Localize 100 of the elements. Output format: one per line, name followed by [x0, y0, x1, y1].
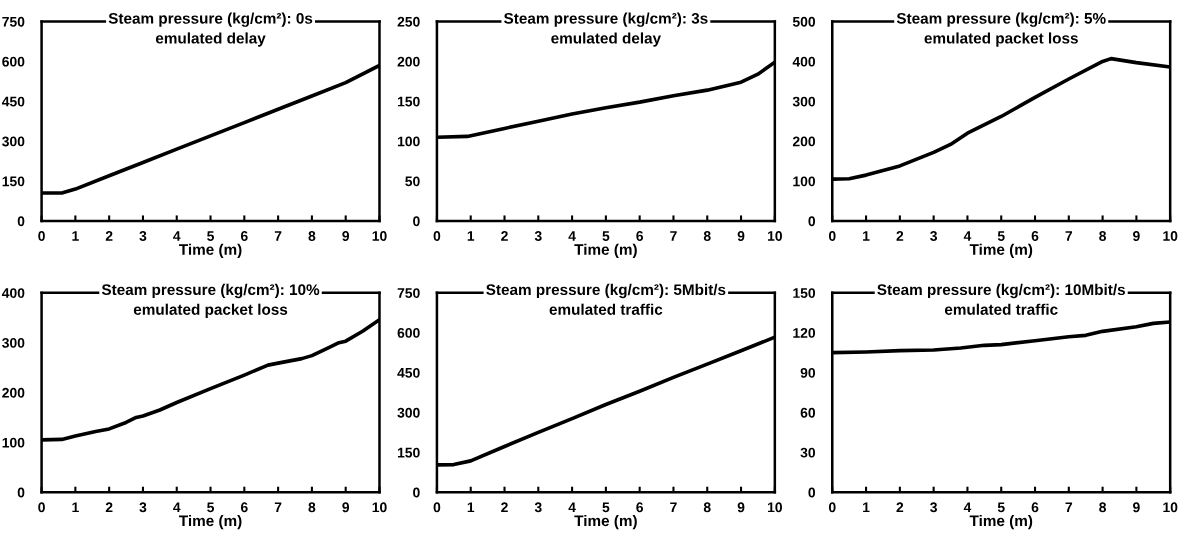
y-tick-label: 100: [397, 136, 420, 147]
y-tick-label: 120: [793, 328, 816, 338]
x-tick-label: 9: [1133, 231, 1140, 241]
y-tick-label: 0: [17, 487, 25, 498]
x-tick-label: 6: [636, 502, 644, 513]
chart-title: Steam pressure (kg/cm²): 5% emulated packet loss: [896, 12, 1106, 47]
x-tick-label: 1: [72, 502, 79, 513]
x-tick-label: 3: [930, 231, 938, 241]
x-tick-label: 7: [274, 502, 282, 513]
y-tick-label: 300: [792, 96, 816, 107]
y-tick-label: 750: [397, 288, 420, 298]
chart-title: Steam pressure (kg/cm²): 10Mbit/s emulated traffic: [877, 283, 1125, 315]
y-tick-label: 600: [2, 56, 25, 67]
y-tick-label: 300: [2, 136, 25, 147]
x-tick-label: 1: [467, 231, 475, 241]
x-tick-label: 8: [1099, 502, 1107, 513]
x-tick-label: 2: [896, 502, 904, 513]
x-axis-title: Time (m): [574, 243, 637, 258]
y-tick-label: 450: [397, 367, 420, 378]
y-tick-label: 150: [793, 288, 816, 298]
x-tick-label: 8: [1099, 231, 1107, 241]
x-tick-label: 10: [1163, 502, 1178, 513]
y-tick-label: 400: [1, 288, 25, 298]
y-tick-label: 750: [2, 16, 25, 27]
x-tick-label: 0: [828, 231, 836, 241]
x-tick-label: 6: [1031, 502, 1039, 513]
y-tick-label: 30: [800, 447, 816, 458]
x-tick-label: 5: [997, 502, 1005, 513]
chart-title: Steam pressure (kg/cm²): 0s emulated delay: [108, 12, 313, 47]
x-tick-label: 0: [433, 231, 441, 241]
x-tick-label: 5: [602, 231, 610, 241]
x-tick-label: 5: [207, 231, 215, 241]
x-axis-title: Time (m): [179, 243, 242, 258]
y-tick-label: 0: [413, 487, 420, 498]
x-tick-label: 7: [670, 231, 677, 241]
x-tick-label: 4: [963, 502, 972, 513]
x-tick-label: 8: [703, 502, 711, 513]
x-tick-label: 9: [737, 502, 745, 513]
x-tick-label: 6: [240, 231, 248, 241]
x-tick-label: 0: [38, 502, 45, 513]
x-tick-label: 9: [342, 502, 350, 513]
y-tick-label: 200: [792, 136, 816, 147]
x-tick-label: 3: [534, 231, 542, 241]
x-tick-label: 2: [105, 502, 113, 513]
y-tick-label: 0: [17, 216, 25, 227]
x-tick-label: 10: [1163, 231, 1178, 241]
x-tick-label: 1: [863, 231, 870, 241]
x-tick-label: 2: [105, 231, 113, 241]
chart-title: Steam pressure (kg/cm²): 3s emulated delay: [504, 12, 708, 47]
x-tick-label: 4: [568, 502, 576, 513]
x-axis-title: Time (m): [574, 514, 637, 530]
y-tick-label: 150: [397, 96, 420, 107]
x-tick-label: 2: [501, 502, 508, 513]
x-tick-label: 5: [207, 502, 215, 513]
y-tick-label: 250: [397, 16, 420, 27]
x-tick-label: 7: [1065, 502, 1073, 513]
y-tick-label: 0: [808, 216, 816, 227]
x-tick-label: 0: [38, 231, 45, 241]
y-tick-label: 100: [793, 176, 816, 187]
x-tick-label: 3: [139, 502, 147, 513]
y-tick-label: 300: [2, 338, 25, 348]
x-tick-label: 10: [372, 231, 387, 241]
x-tick-label: 7: [1065, 231, 1073, 241]
x-tick-label: 4: [173, 231, 181, 241]
y-tick-label: 0: [808, 487, 816, 498]
y-tick-label: 90: [800, 367, 816, 378]
x-tick-label: 1: [72, 231, 79, 241]
x-axis-title: Time (m): [969, 514, 1033, 530]
x-tick-label: 3: [930, 502, 938, 513]
x-tick-label: 1: [467, 502, 475, 513]
y-tick-label: 150: [2, 176, 25, 187]
x-tick-label: 5: [997, 231, 1005, 241]
chart-title: Steam pressure (kg/cm²): 5Mbit/s emulated traffic: [486, 283, 726, 315]
y-tick-label: 450: [1, 96, 25, 107]
x-tick-label: 5: [602, 502, 610, 513]
x-tick-label: 9: [737, 231, 745, 241]
x-tick-label: 1: [863, 502, 870, 513]
x-tick-label: 2: [501, 231, 508, 241]
x-tick-label: 2: [896, 231, 904, 241]
x-tick-label: 8: [703, 231, 711, 241]
x-axis-title: Time (m): [969, 243, 1033, 258]
x-tick-label: 7: [274, 231, 282, 241]
y-tick-label: 600: [397, 328, 420, 338]
y-tick-label: 150: [397, 447, 420, 458]
y-tick-label: 200: [397, 56, 420, 67]
y-tick-label: 400: [792, 56, 816, 67]
x-tick-label: 0: [433, 502, 441, 513]
y-tick-label: 0: [413, 216, 420, 227]
chart-title: Steam pressure (kg/cm²): 10% emulated packet loss: [101, 283, 320, 318]
y-tick-label: 60: [800, 407, 816, 418]
x-tick-label: 10: [767, 502, 782, 513]
y-tick-label: 100: [2, 437, 25, 448]
x-tick-label: 8: [308, 231, 316, 241]
x-tick-label: 0: [828, 502, 836, 513]
x-axis-title: Time (m): [179, 514, 242, 530]
y-tick-label: 50: [405, 176, 420, 187]
y-tick-label: 200: [2, 387, 25, 398]
y-tick-label: 300: [397, 407, 420, 418]
x-tick-label: 6: [636, 231, 644, 241]
x-tick-label: 4: [963, 231, 972, 241]
